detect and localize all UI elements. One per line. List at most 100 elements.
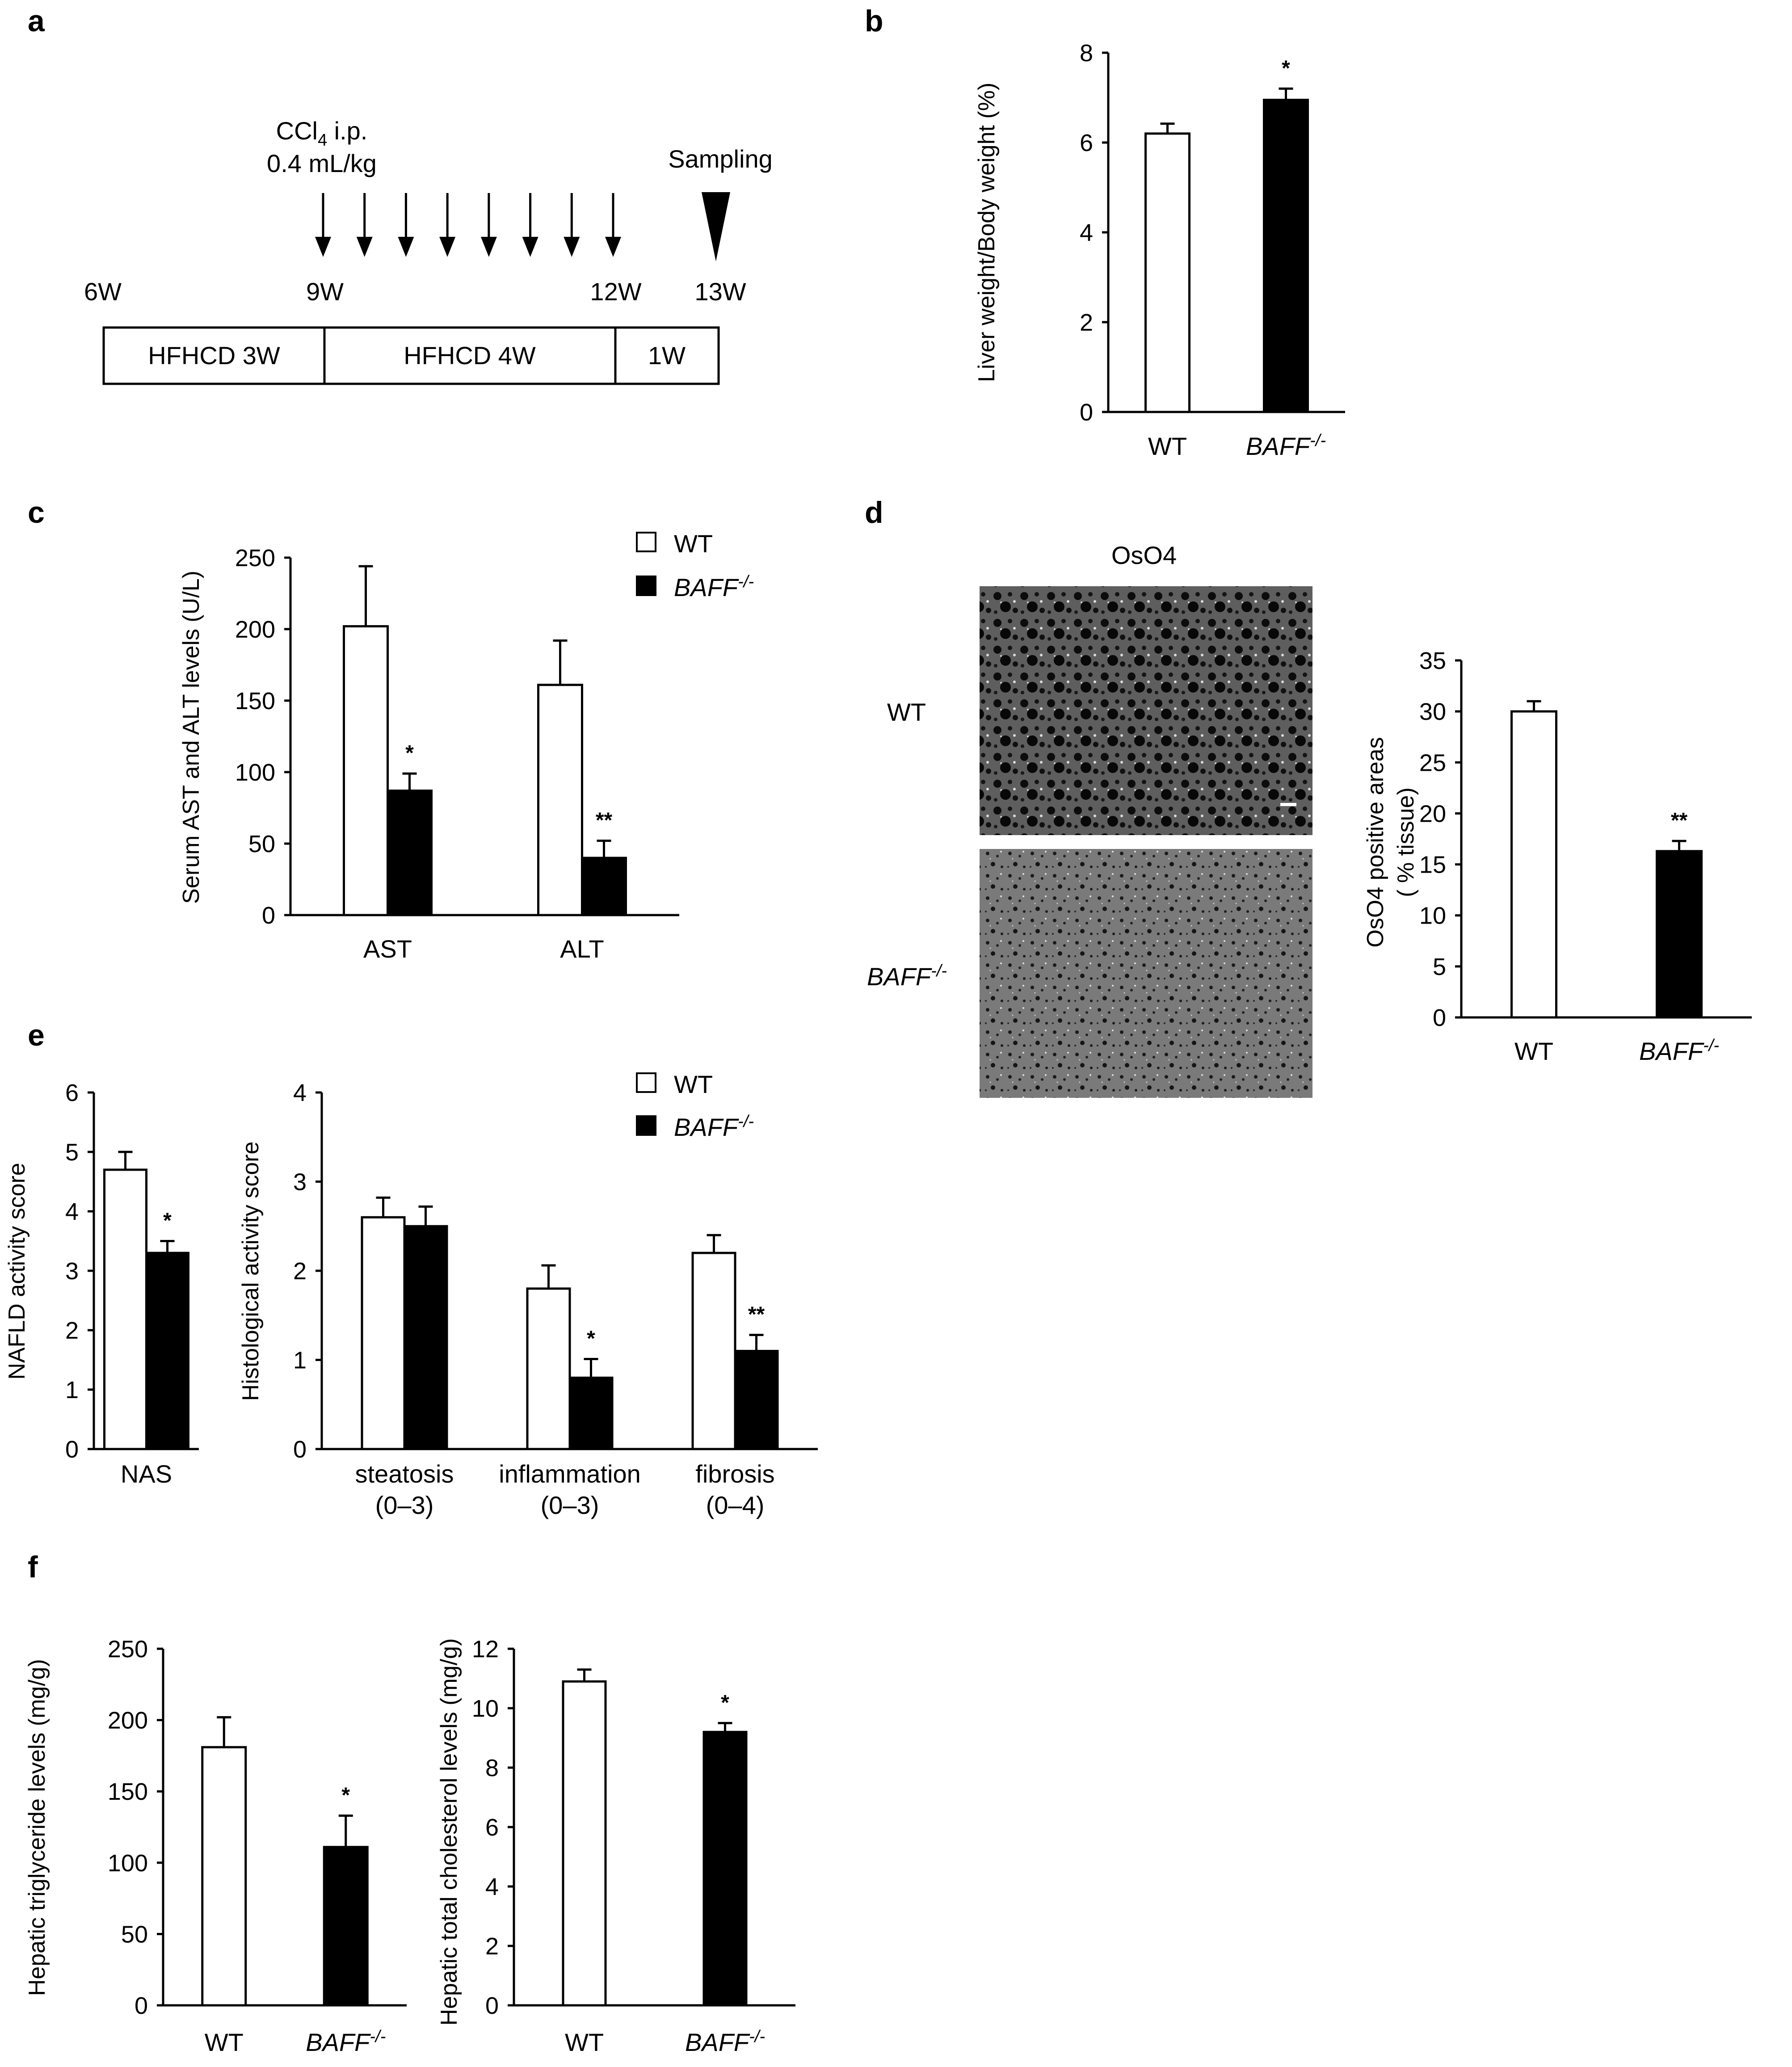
legend-wt-swatch	[636, 1072, 656, 1093]
bar-inflammation-baff	[568, 1376, 614, 1450]
significance-marker: *	[587, 1327, 595, 1351]
micrograph-row-label-wt: WT	[887, 698, 926, 726]
micrograph-row-label-baff-ko: BAFF-/-	[867, 962, 947, 991]
bar-alt-wt	[537, 684, 583, 916]
injection-arrow-head	[605, 237, 621, 257]
y-tick-label: 12	[472, 1636, 499, 1663]
micrograph-baff-ko	[980, 849, 1312, 1098]
y-axis-label: Serum AST and ALT levels (U/L)	[178, 571, 204, 904]
legend-c: WT BAFF-/-	[636, 529, 754, 601]
y-tick-label: 10	[1419, 903, 1446, 929]
y-tick-label: 150	[235, 688, 275, 714]
injection-label-line1: CCl4 i.p.	[276, 117, 368, 150]
bar-baff-baff	[1656, 850, 1703, 1019]
chart-hepatic-triglyceride: 0 50 100 150 200 250 Hepatic triglyceride leve…	[24, 1636, 407, 2056]
y-tick-label: 25	[1419, 749, 1446, 776]
category-label-wt: WT	[205, 2028, 244, 2056]
micrograph-title: OsO4	[1111, 541, 1177, 569]
category-label-inflammation: inflammation	[499, 1460, 640, 1488]
injection-label-line2: 0.4 mL/kg	[267, 149, 377, 177]
legend-ko-label: BAFF-/-	[674, 572, 754, 601]
protocol-timeline: CCl4 i.p. 0.4 mL/kg Sampling 6W 9W 12W 1…	[84, 117, 773, 385]
y-tick-label: 100	[235, 759, 275, 786]
bar-nas-wt	[103, 1168, 147, 1450]
week-label-13w: 13W	[694, 277, 746, 306]
legend-wt-label: WT	[674, 1070, 713, 1098]
chart-oso4-positive-areas: 0 5 10 15 20 25 30 35 OsO4 positive areas( % tis…	[1363, 647, 1752, 1065]
bar-baff-baff	[323, 1846, 369, 2007]
y-tick-label: 200	[108, 1707, 148, 1734]
y-tick-label: 1	[293, 1347, 307, 1374]
y-tick-label: 5	[1433, 954, 1446, 980]
oso4-micrographs: OsO4 WT BAFF-/-	[867, 541, 1312, 1098]
y-tick-label: 35	[1419, 647, 1446, 674]
y-tick-label: 2	[1080, 309, 1093, 336]
y-tick-label: 0	[293, 1436, 307, 1463]
legend-wt-swatch	[636, 532, 656, 552]
y-tick-label: 20	[1419, 800, 1446, 827]
y-tick-label: 2	[485, 1933, 499, 1960]
bar-inflammation-wt	[526, 1287, 571, 1450]
category-label-wt: WT	[1514, 1037, 1553, 1065]
y-axis-label: Hepatic triglyceride levels (mg/g)	[24, 1659, 50, 1996]
sampling-arrowhead	[702, 192, 730, 261]
injection-arrow-head	[439, 237, 456, 257]
y-tick-label: 150	[108, 1778, 148, 1805]
y-axis-label: Hepatic total cholesterol levels (mg/g)	[436, 1638, 462, 2025]
y-axis-label: Liver weight/Body weight (%)	[974, 83, 1000, 382]
chart-nafld-activity-score: 0 1 2 3 4 5 6 NAFLD activity score * NAS	[4, 1080, 199, 1488]
y-axis-label: NAFLD activity score	[4, 1163, 30, 1379]
y-tick-label: 8	[1080, 40, 1093, 67]
y-axis-label: OsO4 positive areas	[1363, 737, 1388, 947]
category-label-alt: ALT	[560, 935, 604, 963]
y-tick-label: 50	[248, 831, 275, 857]
y-tick-label: 5	[65, 1139, 79, 1166]
injection-arrow-head	[480, 237, 497, 257]
week-label-12w: 12W	[590, 277, 641, 306]
bar-wt-wt	[201, 1746, 247, 2007]
injection-arrow-head	[522, 237, 538, 257]
legend-e: WT BAFF-/-	[636, 1070, 754, 1141]
significance-marker: *	[163, 1209, 172, 1233]
injection-arrows	[315, 193, 621, 257]
category-label-nas: NAS	[121, 1460, 172, 1488]
category-label-wt: WT	[565, 2028, 604, 2056]
significance-marker: **	[596, 809, 613, 832]
category-label-baff: BAFF-/-	[685, 2027, 765, 2056]
y-tick-label: 8	[485, 1755, 499, 1781]
y-tick-label: 4	[293, 1080, 307, 1106]
category-label-ast: AST	[363, 935, 412, 963]
y-tick-label: 1	[65, 1377, 79, 1403]
y-tick-label: 2	[65, 1317, 79, 1344]
category-label-fibrosis: fibrosis	[695, 1460, 774, 1488]
chart-serum-ast-alt: 0 50 100 150 200 250 Serum AST and ALT levels …	[178, 545, 679, 963]
scale-bar	[1280, 803, 1296, 806]
y-tick-label: 15	[1419, 852, 1446, 878]
y-tick-label: 0	[65, 1436, 79, 1463]
segment-hfhcd-3w: HFHCD 3W	[148, 341, 280, 370]
category-label-baff: BAFF-/-	[1246, 431, 1326, 460]
bar-baff-baff	[702, 1731, 748, 2007]
bar-wt-wt	[1510, 710, 1557, 1019]
y-tick-label: 200	[235, 616, 275, 643]
panel-letter-a: a	[28, 4, 45, 38]
chart-hepatic-cholesterol: 0 2 4 6 8 10 12 Hepatic total cholesterol level…	[436, 1636, 795, 2056]
bar-wt-wt	[1144, 132, 1190, 413]
significance-marker: *	[721, 1691, 729, 1714]
y-tick-label: 50	[121, 1921, 148, 1948]
y-tick-label: 6	[485, 1814, 499, 1841]
y-tick-label: 250	[108, 1636, 148, 1663]
panel-letter-b: b	[865, 4, 883, 38]
y-tick-label: 2	[293, 1258, 307, 1285]
panel-letter-f: f	[28, 1550, 38, 1584]
bar-alt-baff	[581, 857, 627, 916]
significance-marker: **	[1671, 809, 1688, 832]
category-sublabel: (0–3)	[541, 1491, 599, 1519]
y-tick-label: 3	[293, 1169, 307, 1196]
category-label-steatosis: steatosis	[355, 1460, 454, 1488]
injection-arrow-head	[356, 237, 373, 257]
bar-wt-wt	[562, 1680, 607, 2007]
bar-steatosis-wt	[361, 1216, 406, 1450]
significance-marker: *	[1282, 56, 1290, 80]
legend-wt-label: WT	[674, 529, 713, 558]
